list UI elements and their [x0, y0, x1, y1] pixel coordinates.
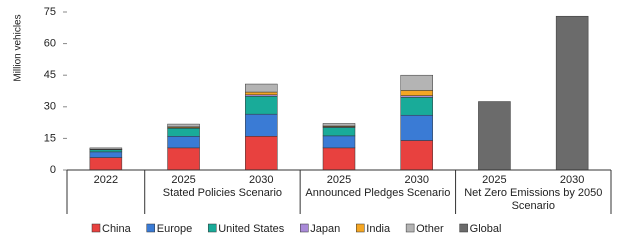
bar-segment — [322, 135, 356, 149]
bar-segment — [167, 147, 200, 171]
legend-label: India — [366, 223, 391, 235]
bar-segment — [89, 157, 123, 171]
legend-swatch — [459, 223, 468, 233]
legend-label: Other — [416, 223, 444, 235]
y-tick-label: 30 — [44, 101, 56, 113]
bar-segment — [400, 74, 433, 91]
bar-segment — [478, 101, 511, 171]
bar-segment — [245, 83, 278, 93]
bar-segment — [400, 90, 433, 96]
group-label: Net Zero Emissions by 2050 Scenario — [464, 187, 603, 212]
x-tick-label: 2030 — [404, 174, 428, 186]
bar-segment — [167, 123, 200, 128]
legend-swatch — [91, 223, 101, 233]
legend-swatch — [405, 223, 415, 233]
bar-segment — [400, 97, 433, 116]
legend-swatch — [207, 223, 217, 233]
group-label: Announced Pledges Scenario — [305, 187, 451, 199]
y-tick-label: 60 — [44, 38, 56, 50]
y-tick-label: 75 — [44, 6, 56, 18]
bar-segment — [245, 91, 278, 96]
y-tick-label: 0 — [50, 164, 56, 176]
legend-swatch — [300, 223, 309, 233]
y-tick-label: 15 — [44, 132, 56, 144]
legend-label: Japan — [310, 223, 340, 235]
bar-segment — [400, 95, 433, 98]
x-tick-label: 2030 — [560, 174, 584, 186]
x-tick-label: 2025 — [327, 174, 351, 186]
bar-segment — [245, 136, 278, 171]
legend-label: China — [102, 223, 132, 235]
y-tick-label: 45 — [44, 69, 56, 81]
bar-segment — [89, 149, 123, 153]
group-label: Stated Policies Scenario — [162, 187, 283, 199]
bar-segment — [167, 128, 200, 137]
legend-label: United States — [218, 223, 285, 235]
bar-segment — [167, 136, 200, 149]
legend-swatch — [146, 223, 155, 233]
bar-segment — [555, 15, 589, 171]
x-tick-label: 2025 — [171, 174, 195, 186]
x-tick-label: 2022 — [94, 174, 118, 186]
legend-swatch — [356, 223, 365, 233]
bar-segment — [245, 96, 278, 115]
bar-segment — [89, 151, 123, 158]
legend-label: Europe — [157, 223, 192, 235]
bar-segment — [400, 140, 433, 171]
y-axis-title: Million vehicles — [13, 14, 24, 81]
bar-segment — [400, 114, 433, 141]
x-tick-label: 2025 — [482, 174, 506, 186]
bar-segment — [322, 147, 356, 171]
bar-segment — [245, 113, 278, 137]
bar-segment — [322, 123, 356, 127]
x-tick-label: 2030 — [249, 174, 273, 186]
bar-segment — [322, 127, 356, 137]
bar-segment — [89, 147, 123, 150]
legend-label: Global — [470, 223, 502, 235]
